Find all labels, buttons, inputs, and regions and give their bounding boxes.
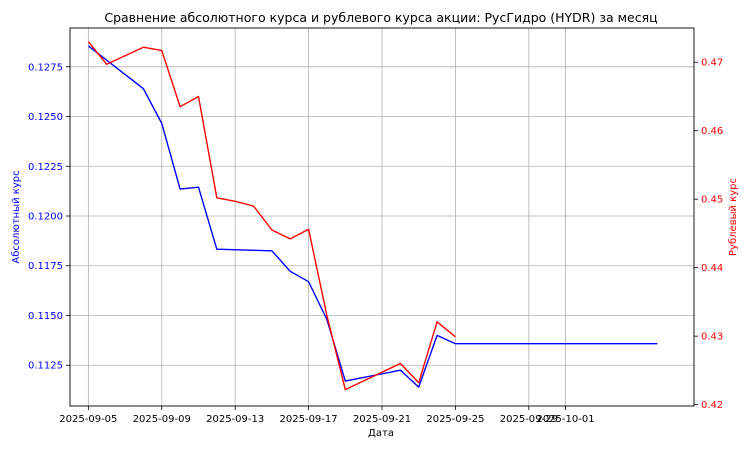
x-tick-label: 2025-09-13 — [206, 414, 264, 425]
chart-title: Сравнение абсолютного курса и рублевого … — [104, 10, 657, 25]
y-right-tick-label: 0.47 — [701, 58, 723, 69]
x-axis-label: Дата — [368, 428, 394, 439]
y-right-tick-label: 0.45 — [701, 195, 723, 206]
y-right-tick-label: 0.46 — [701, 126, 723, 137]
x-tick-label: 2025-09-05 — [59, 414, 117, 425]
series-line-absolute — [87, 45, 658, 388]
x-tick-label: 2025-09-09 — [133, 414, 191, 425]
x-tick-label: 2025-09-29 — [500, 414, 558, 425]
x-tick-label: 2025-10-01 — [536, 414, 594, 425]
y-left-tick-label: 0.1150 — [28, 311, 63, 322]
y-right-tick-label: 0.42 — [701, 400, 723, 411]
x-tick-label: 2025-09-25 — [426, 414, 484, 425]
y-right-axis-label: Рублевый курс — [728, 178, 739, 256]
ticks: 2025-09-05 2025-09-09 2025-09-13 2025-09-17… — [28, 58, 723, 425]
grid — [70, 28, 694, 406]
y-right-tick-label: 0.44 — [701, 263, 723, 274]
x-tick-label: 2025-09-17 — [280, 414, 338, 425]
y-left-tick-label: 0.1225 — [28, 162, 63, 173]
x-tick-label: 2025-09-21 — [353, 414, 411, 425]
y-left-tick-label: 0.1275 — [28, 62, 63, 73]
y-left-axis-label: Абсолютный курс — [11, 170, 22, 263]
series-layer — [87, 41, 658, 391]
y-right-tick-label: 0.43 — [701, 332, 723, 343]
y-left-tick-label: 0.1250 — [28, 112, 63, 123]
y-left-tick-label: 0.1175 — [28, 261, 63, 272]
y-left-tick-label: 0.1200 — [28, 212, 63, 223]
y-left-tick-label: 0.1125 — [28, 361, 63, 372]
series-line-ruble — [87, 41, 456, 391]
